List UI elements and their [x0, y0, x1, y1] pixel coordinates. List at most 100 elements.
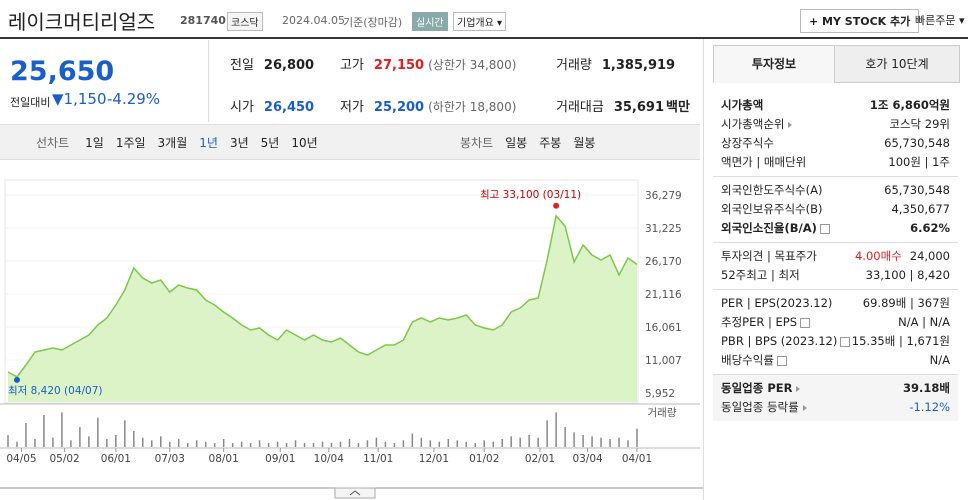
volume-bar — [177, 439, 180, 447]
info-section: 투자의견 | 목표주가 4.00매수 24,000 52주최고 | 최저 33,100 … — [713, 243, 958, 290]
volume-bar — [609, 439, 611, 447]
info-value: 39.18배 — [903, 381, 950, 395]
y-tick-label: 21,116 — [645, 289, 682, 301]
stat-note: (상한가 34,800) — [428, 58, 517, 72]
stock-name: 레이크머티리얼즈 — [8, 10, 156, 34]
volume-bar — [16, 441, 18, 447]
stock-code: 281740 — [180, 14, 226, 27]
help-icon — [840, 336, 851, 347]
quick-order[interactable]: 빠른주문 ▾ — [915, 14, 965, 27]
collapse-button[interactable] — [334, 487, 376, 499]
x-tick-label: 12/01 — [419, 453, 449, 465]
info-value: -1.12% — [909, 400, 950, 414]
high-marker — [553, 202, 560, 209]
info-label: 추정PER | EPS — [721, 315, 798, 329]
info-value: 24,000 — [909, 249, 950, 263]
volume-bar — [618, 437, 620, 447]
volume-bar — [124, 420, 126, 447]
volume-bar — [438, 441, 441, 447]
side-tab[interactable]: 투자정보 — [713, 45, 835, 83]
header-rule — [0, 37, 968, 39]
volume-bar — [366, 440, 369, 447]
info-label: 배당수익률 — [721, 353, 774, 367]
info-value: N/A — [929, 353, 950, 367]
side-tab[interactable]: 호가 10단계 — [834, 45, 960, 83]
volume-bar — [474, 443, 477, 447]
stat-label: 고가 — [340, 58, 364, 73]
link-arrow — [788, 121, 793, 128]
volume-bar — [510, 436, 512, 447]
info-value: 4.00매수 — [854, 249, 902, 263]
info-value-wrap: 15.35배 | 1,671원 — [852, 332, 950, 351]
volume-bar — [34, 439, 36, 447]
volume-bar — [142, 437, 144, 447]
tab[interactable]: 10년 — [291, 136, 318, 150]
volume-bar — [600, 437, 602, 447]
volume-bar — [231, 443, 234, 447]
help-icon — [776, 355, 787, 366]
info-label-wrap: 시가총액 — [721, 96, 763, 115]
info-value-wrap: 코스닥 29위 — [889, 115, 950, 134]
info-row: 액면가 | 매매단위 100원 | 1주 — [713, 153, 958, 172]
change-value: 1,150 — [63, 90, 107, 108]
volume-bar — [411, 433, 414, 447]
volume-bar — [240, 441, 243, 447]
info-label-wrap: 동일업종 PER — [721, 379, 801, 398]
info-row: 투자의견 | 목표주가 4.00매수 24,000 — [713, 247, 958, 266]
y-tick-label: 5,952 — [645, 388, 675, 400]
tab[interactable]: 1일 — [85, 136, 104, 150]
volume-bar — [151, 440, 153, 447]
company-info-text: 기업개요 — [457, 18, 494, 29]
x-tick-label: 03/04 — [572, 453, 603, 465]
basis: 기준(장마감) — [343, 16, 403, 29]
date: 2024.04.05 — [282, 14, 345, 27]
tab[interactable]: 월봉 — [573, 136, 596, 150]
volume-bar — [465, 441, 468, 447]
volume-bar — [285, 443, 288, 447]
tab[interactable]: 주봉 — [539, 136, 562, 150]
info-value: N/A | N/A — [898, 315, 950, 329]
stat-value: 25,200 — [373, 100, 425, 115]
volume-bar — [204, 441, 207, 447]
quick-order-text: 빠른주문 — [915, 14, 956, 27]
info-label-wrap: 동일업종 등락률 — [721, 398, 807, 417]
market-badge: 코스닥 — [227, 12, 263, 31]
info-value: 69.89배 | 367원 — [862, 296, 950, 310]
help-icon — [800, 317, 811, 328]
info-value-wrap: 100원 | 1주 — [888, 153, 950, 172]
tab[interactable]: 5년 — [260, 136, 280, 150]
info-label: 시가총액 — [721, 98, 764, 112]
volume-bar — [492, 441, 494, 447]
volume-bar — [168, 441, 171, 447]
tab[interactable]: 3개월 — [157, 136, 188, 150]
info-value: 65,730,548 — [884, 183, 950, 197]
volume-bar — [501, 439, 503, 447]
volume-bar — [546, 420, 548, 447]
volume-bar — [483, 440, 485, 447]
stat-value: 26,800 — [263, 58, 315, 73]
tab[interactable]: 1년 — [199, 136, 218, 150]
stat: 전일 26,800 — [230, 54, 314, 73]
realtime-badge[interactable]: 실시간 — [412, 12, 448, 31]
tab[interactable]: 1주일 — [115, 136, 146, 150]
stat: 시가 26,450 — [230, 96, 314, 115]
volume-bar — [456, 440, 459, 447]
info-label: 투자의견 | 목표주가 — [721, 249, 817, 263]
volume-bar — [528, 435, 530, 447]
info-label-wrap: PER | EPS(2023.12) — [721, 294, 832, 313]
volume-bar — [384, 441, 387, 447]
volume-bar — [339, 441, 342, 447]
company-info[interactable]: 기업개요 ▾ — [453, 12, 507, 31]
info-value-wrap: N/A | N/A — [898, 313, 950, 332]
volume-bar — [52, 437, 54, 447]
my-stock-button[interactable]: + MY STOCK 추가 — [800, 9, 920, 33]
info-label: 동일업종 PER — [721, 381, 793, 395]
volume-bar — [582, 435, 584, 447]
x-tick-label: 04/05 — [6, 453, 36, 465]
info-label: 외국인한도주식수(A) — [721, 183, 823, 197]
tab[interactable]: 3년 — [229, 136, 249, 150]
info-label: PBR | BPS (2023.12) — [721, 334, 838, 348]
info-label: 외국인보유주식수(B) — [721, 202, 823, 216]
tab[interactable]: 일봉 — [505, 136, 528, 150]
volume-bar — [213, 443, 216, 447]
